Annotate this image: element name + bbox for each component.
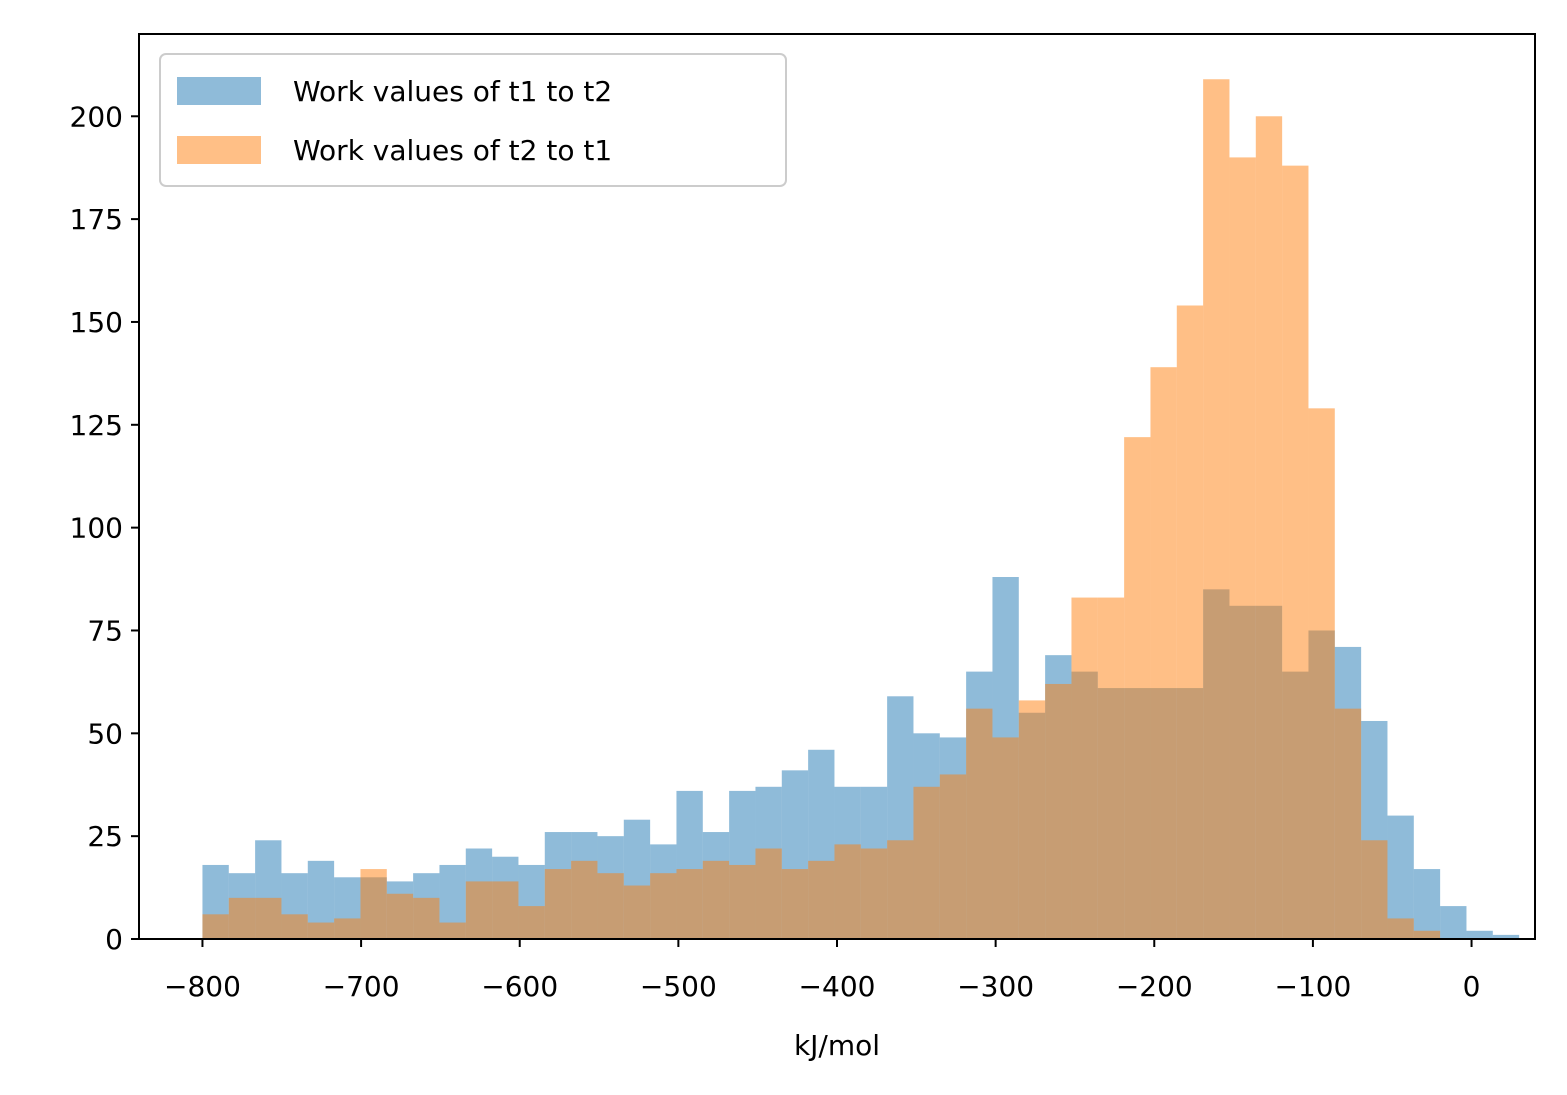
x-tick-label: −600 [481,970,558,1003]
bar [1334,708,1362,939]
bar [281,914,308,939]
legend: Work values of t1 to t2 Work values of t2… [159,53,787,187]
x-tick-label: −400 [799,970,876,1003]
bar [597,873,624,939]
bar [1071,597,1098,939]
bar [755,848,782,939]
x-tick-label: −800 [164,970,241,1003]
y-axis: 0 25 50 75 100 125 150 175 200 [70,100,139,956]
bar [1413,930,1441,939]
bar [992,737,1019,939]
y-tick-label: 0 [105,923,123,956]
bar [913,786,940,939]
y-tick-label: 200 [70,100,123,133]
bar [650,873,677,939]
bar [413,897,440,939]
y-tick-label: 125 [70,409,123,442]
bar [492,881,519,939]
bar [544,869,572,939]
bar [228,897,256,939]
legend-label: Work values of t1 to t2 [293,75,612,108]
legend-box [159,53,787,187]
bar [860,848,888,939]
bar [1150,367,1177,939]
bar [781,869,809,939]
bar [1229,157,1256,940]
x-tick-label: −500 [640,970,717,1003]
x-tick-label: 0 [1463,970,1481,1003]
series-2 [202,79,1441,940]
bar [307,922,335,939]
bar [255,897,282,939]
bar [439,922,466,939]
bar [1466,930,1493,939]
y-tick-label: 175 [70,203,123,236]
bar [1308,408,1335,939]
bar [465,881,493,939]
bar [1124,437,1151,939]
bar [702,860,730,939]
bar [1203,79,1230,939]
x-tick-label: −100 [1274,970,1351,1003]
bar [966,708,993,939]
bar [1045,683,1072,939]
x-axis-label: kJ/mol [794,1029,880,1062]
bar [676,869,703,939]
bar [1097,597,1125,939]
x-tick-label: −200 [1116,970,1193,1003]
bar [1018,700,1046,939]
y-tick-label: 50 [87,717,123,750]
bar [202,914,229,939]
bar [1413,869,1441,939]
bar [808,860,835,939]
bar [1361,840,1388,939]
y-tick-label: 25 [87,820,123,853]
bar [334,918,361,939]
bar [887,840,914,939]
bar [571,860,598,939]
bar [834,844,861,939]
bar [1255,116,1283,940]
bar [386,893,414,939]
bar [623,885,651,939]
bar [360,869,387,939]
bar [1440,906,1467,939]
legend-swatch [177,136,261,164]
bar [518,906,545,939]
bar [1176,305,1204,939]
legend-label: Work values of t2 to t1 [293,134,612,167]
y-tick-label: 100 [70,512,123,545]
bar [1387,918,1414,939]
legend-swatch [177,77,261,105]
x-tick-label: −700 [323,970,400,1003]
x-tick-label: −300 [957,970,1034,1003]
bar [1492,934,1520,939]
y-tick-label: 75 [87,614,123,647]
bar [1282,165,1309,940]
bar [729,864,756,939]
x-axis: −800 −700 −600 −500 −400 −300 −200 −100 0 [164,939,1480,1003]
y-tick-label: 150 [70,306,123,339]
bars-layer [202,79,1520,940]
bar [939,774,967,939]
